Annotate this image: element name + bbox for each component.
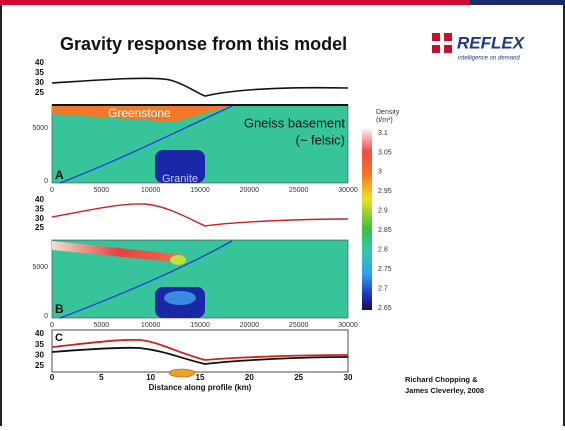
panel-label: C [55,332,63,344]
x-axis-label: Distance along profile (km) [149,383,252,392]
granite-texture [164,291,196,305]
annotation: Gneiss basement [244,115,346,130]
logo-tagline: intelligence on demand [458,56,520,62]
y-tick-label: 35 [35,340,44,349]
x-tick-label: 5000 [94,322,110,329]
x-tick-label: 15000 [190,187,210,194]
colorbar-tick-label: 2.7 [378,285,388,292]
x-tick-label: 5 [99,373,104,382]
y-tick-label: 0 [44,313,48,320]
granite-body [155,150,205,183]
credit: Richard Chopping & [405,375,478,384]
colorbar-tick-label: 2.75 [378,266,392,273]
x-tick-label: 10000 [141,187,161,194]
top-bar-end [470,0,565,5]
granite-marker [168,368,196,378]
colorbar [362,130,372,310]
logo-cross [432,41,452,45]
x-tick-label: 15000 [190,322,210,329]
colorbar-tick-label: 3 [378,169,382,176]
annotation: Greenstone [108,106,171,120]
x-tick-label: 20000 [240,322,260,329]
logo: REFLEX intelligence on demand [432,33,526,62]
x-tick-label: 5000 [94,187,110,194]
shear-zone [59,105,233,184]
y-tick-label: 25 [35,361,44,370]
x-tick-label: 0 [50,187,54,194]
x-tick-label: 10000 [141,322,161,329]
y-tick-label: 5000 [32,264,48,271]
colorbar-tick-label: 2.85 [378,227,392,234]
y-tick-label: 25 [35,223,44,232]
x-tick-label: 20000 [240,187,260,194]
x-tick-label: 30000 [338,322,358,329]
colorbar-tick-label: 2.8 [378,247,388,254]
y-tick-label: 40 [35,195,44,204]
y-tick-label: 40 [35,329,44,338]
panel-label: B [55,302,64,316]
x-tick-label: 10 [146,373,155,382]
colorbar-tick-label: 3.1 [378,130,388,137]
x-tick-label: 30000 [338,187,358,194]
y-tick-label: 5000 [32,125,48,132]
y-tick-label: 30 [35,78,44,87]
x-tick-label: 0 [50,373,55,382]
y-tick-label: 30 [35,214,44,223]
credit: James Cleverley, 2008 [405,386,484,395]
x-tick-label: 20 [245,373,254,382]
annotation: (~ felsic) [296,132,345,147]
x-tick-label: 25000 [289,322,309,329]
x-tick-label: 15 [196,373,205,382]
panel-label: A [55,168,64,182]
y-tick-label: 35 [35,68,44,77]
y-tick-label: 40 [35,58,44,67]
colorbar-tick-label: 3.05 [378,149,392,156]
gravity-curve [51,338,349,361]
title: Gravity response from this model [60,34,347,54]
greenstone-wedge [52,106,230,122]
gravity-curve [51,203,349,227]
top-bar [0,0,470,5]
y-tick-label: 0 [44,178,48,185]
colorbar-tick-label: 2.65 [378,305,392,312]
colorbar-title: Density [376,109,400,116]
shear-zone [59,240,233,319]
y-tick-label: 25 [35,88,44,97]
gravity-curve [51,346,349,365]
x-tick-label: 25000 [289,187,309,194]
y-tick-label: 30 [35,350,44,359]
colorbar-tick-label: 2.95 [378,188,392,195]
colorbar-unit: (t/m³) [376,117,393,124]
gravity-curve [51,77,349,97]
x-tick-label: 25 [294,373,303,382]
x-tick-label: 30 [344,373,353,382]
anomaly [170,255,186,265]
annotation: Granite [162,173,198,185]
greenstone-wedge [52,241,185,262]
x-tick-label: 0 [50,322,54,329]
logo-name: REFLEX [457,33,526,52]
y-tick-label: 35 [35,204,44,213]
colorbar-tick-label: 2.9 [378,208,388,215]
profile-c-frame [51,329,349,373]
